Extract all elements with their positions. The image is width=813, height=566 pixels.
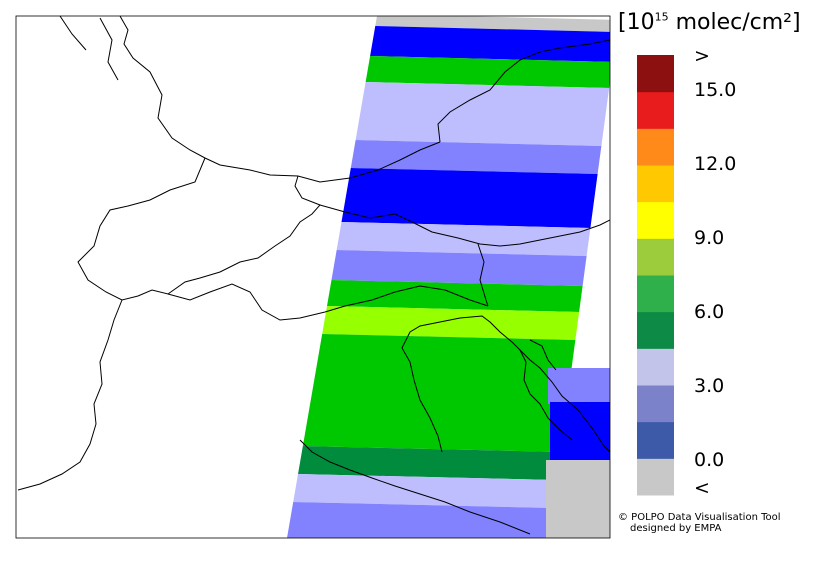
swath-band [370, 26, 610, 62]
legend-label-12: 12.0 [694, 153, 737, 175]
swath-band [327, 280, 583, 312]
swath-patch [550, 402, 610, 460]
colorbar-segment [637, 421, 674, 459]
legend-title: [1015 molec/cm²] [618, 10, 801, 35]
swath-patch [548, 368, 610, 404]
swath-band [341, 168, 598, 228]
legend-label-below: < [694, 477, 710, 499]
colorbar-segment [637, 311, 674, 349]
swath-band [298, 446, 561, 480]
credit-line-1: © POLPO Data Visualisation Tool [618, 512, 781, 523]
legend-label-9: 9.0 [694, 227, 725, 249]
swath-band [375, 16, 610, 32]
colorbar-segment [637, 201, 674, 239]
swath-band [287, 502, 553, 538]
credit-line-2: designed by EMPA [630, 523, 722, 534]
colorbar-segment [637, 128, 674, 166]
legend-label-3: 3.0 [694, 375, 725, 397]
colorbar-segment [637, 91, 674, 129]
map-frame [15, 15, 611, 539]
colorbar-segment [637, 275, 674, 313]
country-borders [17, 16, 610, 491]
swath-band [322, 306, 580, 340]
legend-label-0: 0.0 [694, 449, 725, 471]
colorbar-segment [637, 458, 674, 496]
colorbar [637, 55, 674, 496]
legend-label-above: > [694, 45, 710, 67]
credit-text: © POLPO Data Visualisation Tool designed… [618, 512, 781, 534]
map-content [16, 16, 610, 538]
swath-band [293, 474, 557, 508]
swath-band [355, 82, 610, 146]
colorbar-segment [637, 238, 674, 276]
colorbar-segment [637, 385, 674, 423]
colorbar-segment [637, 55, 674, 93]
satellite-swath [287, 16, 610, 538]
swath-patch [546, 460, 610, 538]
colorbar-segment [637, 348, 674, 386]
swath-band [302, 334, 576, 452]
swath-band [331, 250, 587, 286]
swath-band [350, 140, 602, 174]
legend-label-15: 15.0 [694, 79, 737, 101]
coastline [299, 315, 610, 535]
colorbar-segment [637, 165, 674, 203]
legend-label-6: 6.0 [694, 301, 725, 323]
swath-band [365, 56, 610, 88]
